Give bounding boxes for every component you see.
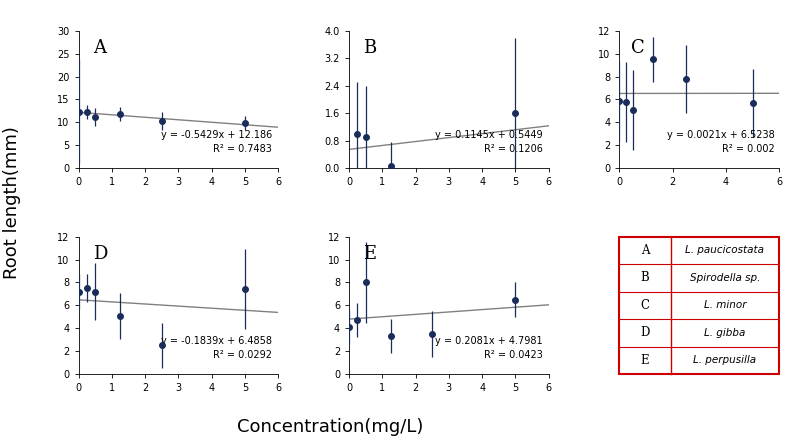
Text: A: A	[93, 39, 105, 57]
Text: Spirodella sp.: Spirodella sp.	[689, 273, 760, 283]
Text: L. gibba: L. gibba	[704, 328, 745, 338]
Text: C: C	[641, 299, 649, 312]
Text: Concentration(mg/L): Concentration(mg/L)	[238, 418, 423, 436]
Text: B: B	[363, 39, 376, 57]
Text: D: D	[641, 326, 650, 339]
Text: E: E	[641, 354, 649, 367]
Text: y = -0.5429x + 12.186
R² = 0.7483: y = -0.5429x + 12.186 R² = 0.7483	[161, 130, 272, 154]
Text: y = 0.1145x + 0.5449
R² = 0.1206: y = 0.1145x + 0.5449 R² = 0.1206	[435, 130, 543, 154]
Text: A: A	[641, 244, 649, 257]
Text: E: E	[363, 245, 376, 263]
Text: y = 0.0021x + 6.5238
R² = 0.002: y = 0.0021x + 6.5238 R² = 0.002	[667, 130, 774, 154]
Text: Root length(mm): Root length(mm)	[3, 126, 20, 279]
Text: C: C	[630, 39, 645, 57]
Text: L. perpusilla: L. perpusilla	[693, 355, 756, 365]
Text: D: D	[93, 245, 107, 263]
Text: y = -0.1839x + 6.4858
R² = 0.0292: y = -0.1839x + 6.4858 R² = 0.0292	[161, 336, 272, 360]
Text: L. paucicostata: L. paucicostata	[685, 246, 764, 256]
Text: L. minor: L. minor	[704, 301, 746, 310]
Text: y = 0.2081x + 4.7981
R² = 0.0423: y = 0.2081x + 4.7981 R² = 0.0423	[435, 336, 543, 360]
Text: B: B	[641, 271, 649, 284]
